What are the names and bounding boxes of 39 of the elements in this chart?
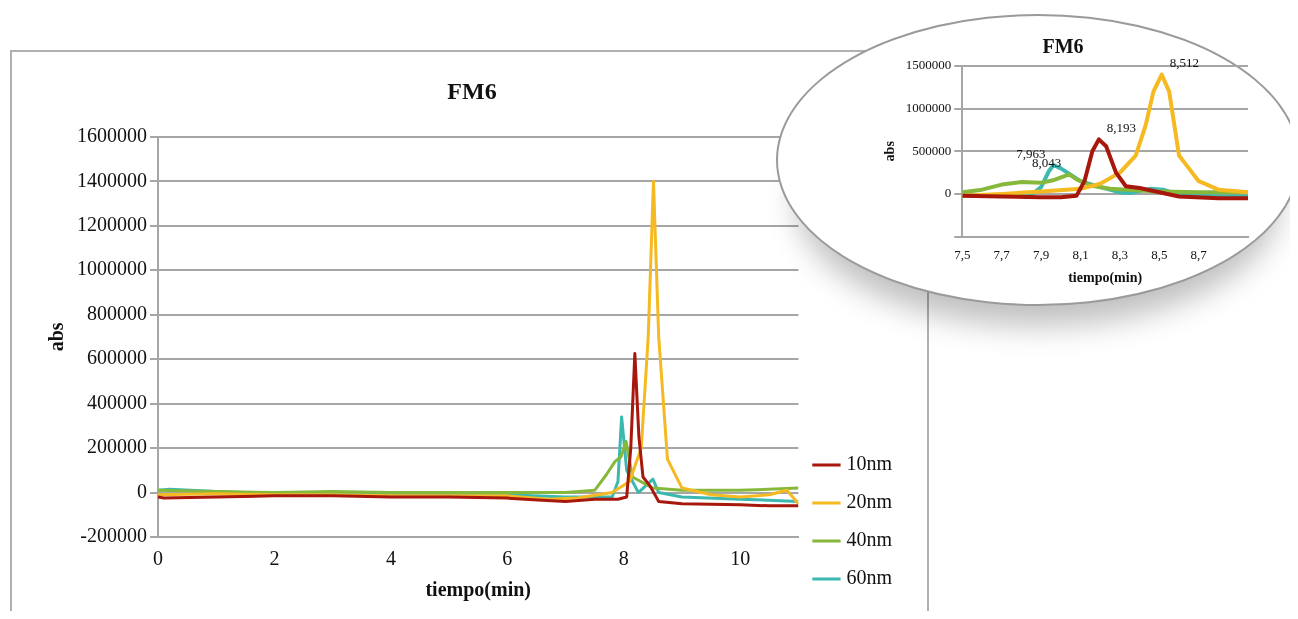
x-tick-label: 8,5	[1151, 246, 1168, 262]
y-tick-label: 1500000	[905, 57, 952, 73]
x-tick-label: 7,5	[954, 246, 971, 262]
y-tick-label: 500000	[912, 142, 952, 158]
y-tick-label: 0	[137, 479, 147, 502]
x-tick-label: 2	[269, 547, 280, 570]
y-axis-title: abs	[45, 322, 68, 352]
y-tick-label: 1000000	[905, 100, 952, 116]
y-tick-label: 0	[944, 185, 952, 201]
x-tick-label: 10	[730, 547, 751, 570]
x-axis-title: tiempo(min)	[425, 578, 531, 602]
y-tick-label: 1000000	[77, 257, 147, 280]
x-tick-label: 7,7	[993, 246, 1011, 262]
x-tick-label: 4	[385, 547, 396, 570]
x-tick-label: 8	[618, 547, 629, 570]
x-tick-label: 8,7	[1190, 246, 1208, 262]
legend-label: 60nm	[846, 566, 893, 589]
y-axis-title: abs	[882, 140, 898, 162]
x-tick-label: 6	[502, 547, 513, 570]
annotation: 8,512	[1169, 55, 1199, 71]
x-tick-label: 0	[153, 547, 163, 570]
x-tick-label: 8,3	[1111, 246, 1129, 262]
y-tick-label: 200000	[87, 435, 147, 458]
x-tick-label: 8,1	[1072, 246, 1089, 262]
legend-label: 40nm	[846, 528, 893, 551]
annotation: 8,193	[1106, 120, 1137, 136]
x-tick-label: 7,9	[1032, 246, 1050, 262]
legend-label: 10nm	[846, 452, 893, 475]
y-tick-label: -200000	[80, 524, 147, 547]
y-tick-label: 600000	[87, 346, 147, 369]
chart-title: FM6	[447, 77, 497, 104]
y-tick-label: 400000	[87, 390, 147, 413]
y-tick-label: 1400000	[77, 168, 147, 191]
y-tick-label: 1600000	[77, 124, 147, 147]
chart-title: FM6	[1042, 35, 1084, 58]
y-tick-label: 800000	[87, 301, 147, 324]
legend-label: 20nm	[846, 490, 893, 513]
y-tick-label: 1200000	[77, 212, 147, 235]
x-axis-title: tiempo(min)	[1068, 270, 1143, 287]
